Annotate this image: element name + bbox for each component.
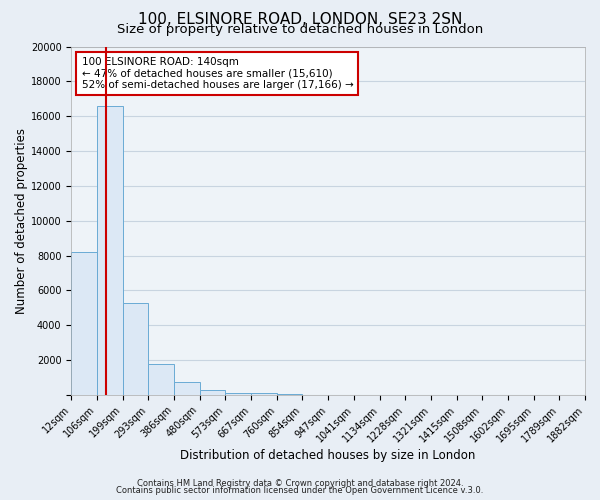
- Text: Size of property relative to detached houses in London: Size of property relative to detached ho…: [117, 24, 483, 36]
- Bar: [226, 392, 251, 395]
- X-axis label: Distribution of detached houses by size in London: Distribution of detached houses by size …: [181, 450, 476, 462]
- Bar: [251, 393, 277, 395]
- Bar: [148, 364, 174, 395]
- Bar: [71, 252, 97, 395]
- Text: 100 ELSINORE ROAD: 140sqm
← 47% of detached houses are smaller (15,610)
52% of s: 100 ELSINORE ROAD: 140sqm ← 47% of detac…: [82, 57, 353, 90]
- Text: Contains HM Land Registry data © Crown copyright and database right 2024.: Contains HM Land Registry data © Crown c…: [137, 478, 463, 488]
- Bar: [174, 382, 200, 395]
- Bar: [277, 394, 302, 395]
- Y-axis label: Number of detached properties: Number of detached properties: [15, 128, 28, 314]
- Bar: [200, 390, 226, 395]
- Bar: [122, 302, 148, 395]
- Text: Contains public sector information licensed under the Open Government Licence v.: Contains public sector information licen…: [116, 486, 484, 495]
- Text: 100, ELSINORE ROAD, LONDON, SE23 2SN: 100, ELSINORE ROAD, LONDON, SE23 2SN: [138, 12, 462, 28]
- Bar: [97, 106, 122, 395]
